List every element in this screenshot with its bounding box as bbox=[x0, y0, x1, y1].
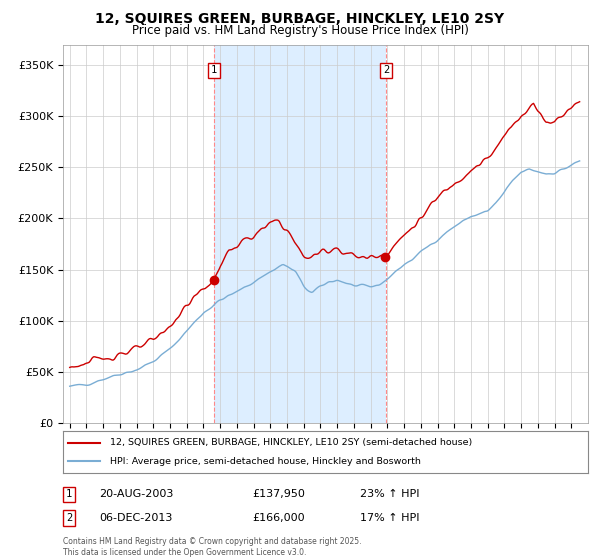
Text: 1: 1 bbox=[66, 489, 72, 500]
Text: 2: 2 bbox=[66, 513, 72, 523]
Text: 12, SQUIRES GREEN, BURBAGE, HINCKLEY, LE10 2SY: 12, SQUIRES GREEN, BURBAGE, HINCKLEY, LE… bbox=[95, 12, 505, 26]
Text: 1: 1 bbox=[211, 66, 217, 76]
Text: £137,950: £137,950 bbox=[252, 489, 305, 500]
Text: 06-DEC-2013: 06-DEC-2013 bbox=[99, 513, 172, 523]
Bar bbox=[214, 45, 386, 423]
Text: 17% ↑ HPI: 17% ↑ HPI bbox=[360, 513, 419, 523]
Text: HPI: Average price, semi-detached house, Hinckley and Bosworth: HPI: Average price, semi-detached house,… bbox=[110, 457, 421, 466]
Text: 2: 2 bbox=[383, 66, 389, 76]
Text: 20-AUG-2003: 20-AUG-2003 bbox=[99, 489, 173, 500]
Text: 12, SQUIRES GREEN, BURBAGE, HINCKLEY, LE10 2SY (semi-detached house): 12, SQUIRES GREEN, BURBAGE, HINCKLEY, LE… bbox=[110, 438, 473, 447]
Text: Contains HM Land Registry data © Crown copyright and database right 2025.
This d: Contains HM Land Registry data © Crown c… bbox=[63, 537, 361, 557]
Text: 23% ↑ HPI: 23% ↑ HPI bbox=[360, 489, 419, 500]
Text: £166,000: £166,000 bbox=[252, 513, 305, 523]
Text: Price paid vs. HM Land Registry's House Price Index (HPI): Price paid vs. HM Land Registry's House … bbox=[131, 24, 469, 37]
